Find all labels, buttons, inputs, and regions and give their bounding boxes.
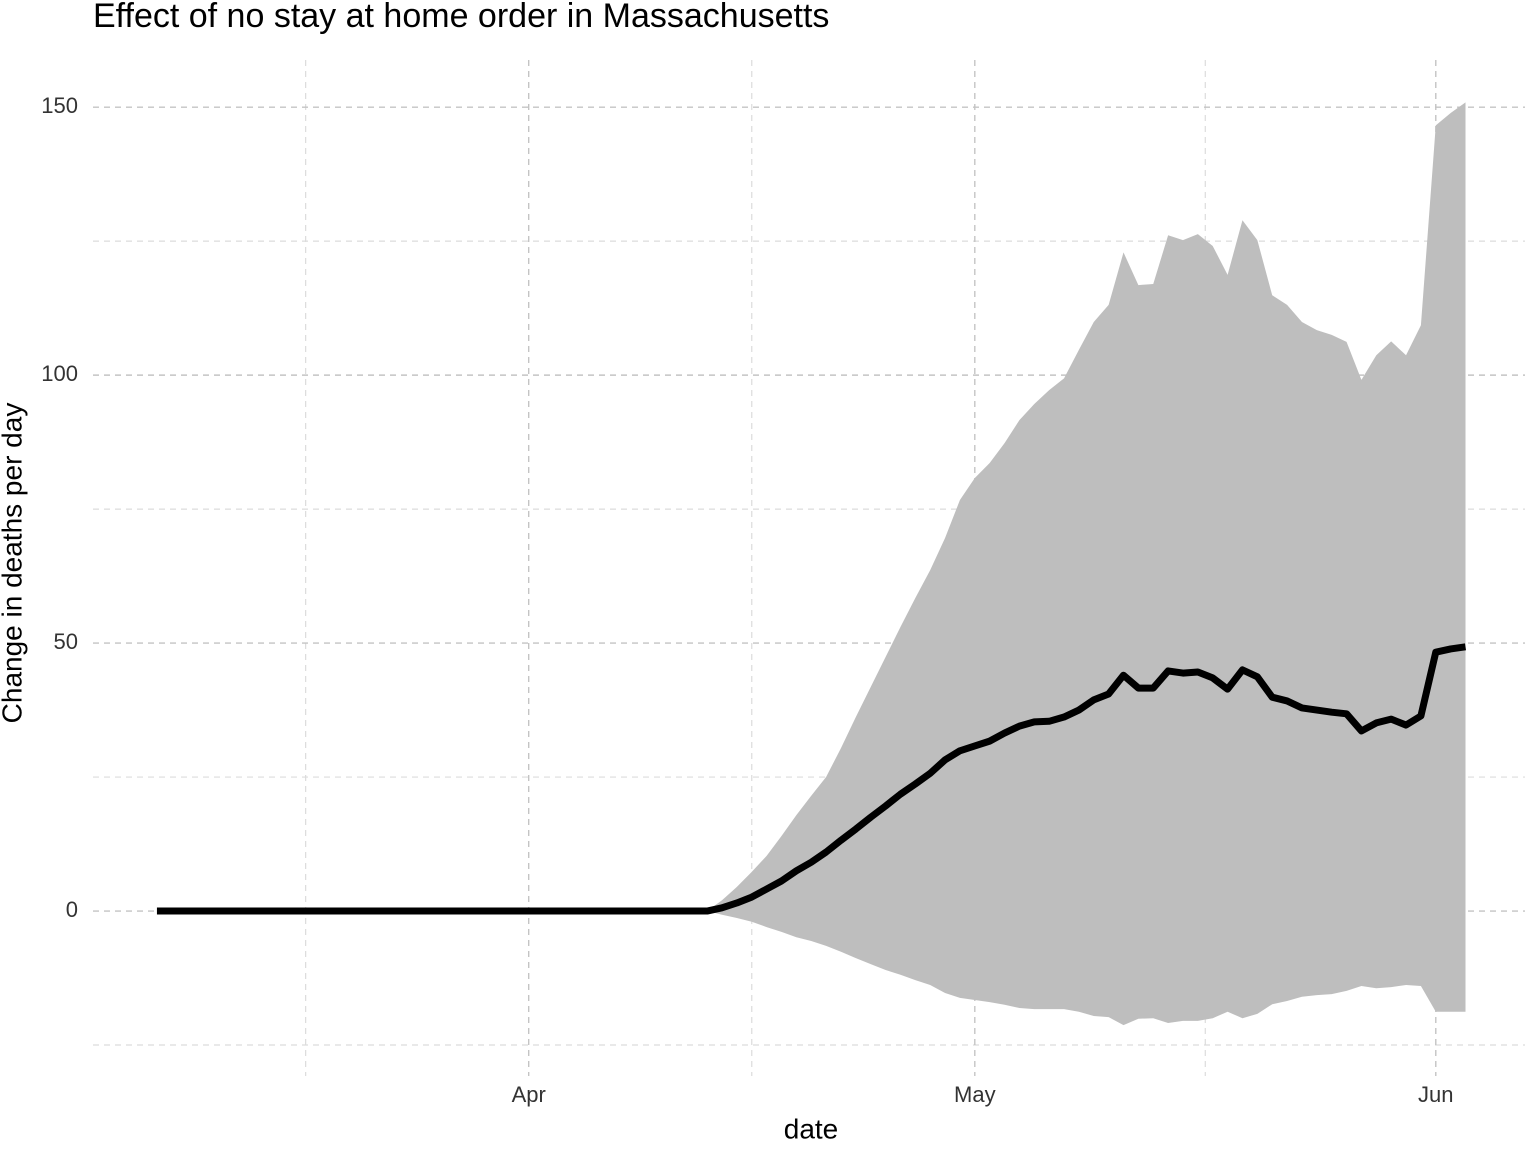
y-tick-label: 0	[66, 897, 78, 922]
confidence-band	[156, 102, 1466, 1026]
chart-title: Effect of no stay at home order in Massa…	[93, 0, 829, 35]
y-axis-label: Change in deaths per day	[0, 403, 27, 724]
x-tick-label: May	[954, 1082, 996, 1107]
line	[156, 643, 1467, 915]
x-tick-label: Apr	[512, 1082, 546, 1107]
x-axis-label: date	[784, 1113, 839, 1144]
y-tick-label: 100	[41, 361, 78, 386]
y-tick-label: 150	[41, 93, 78, 118]
y-tick-label: 50	[54, 629, 78, 654]
x-tick-label: Jun	[1418, 1082, 1453, 1107]
